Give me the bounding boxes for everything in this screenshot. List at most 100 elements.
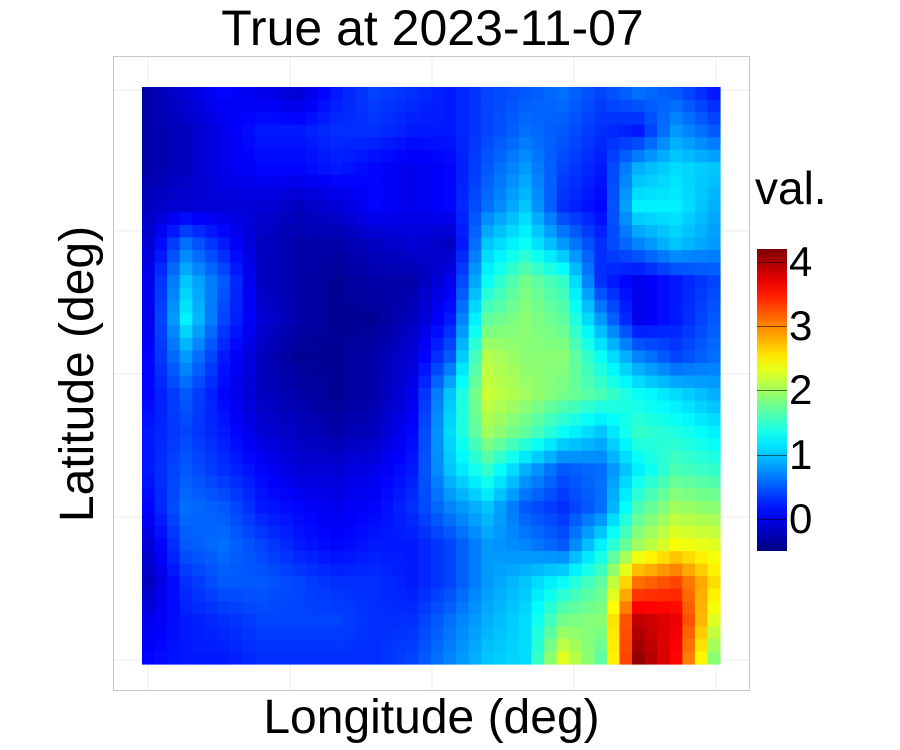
heatmap-cell	[594, 400, 608, 414]
heatmap-cell	[242, 112, 256, 126]
colorbar-tick-mark	[757, 390, 787, 392]
heatmap-cell	[255, 262, 269, 276]
heatmap-cell	[368, 551, 382, 565]
heatmap-cell	[468, 613, 482, 627]
heatmap-cell	[443, 124, 457, 138]
heatmap-cell	[317, 400, 332, 414]
heatmap-cell	[217, 174, 231, 188]
heatmap-cell	[368, 337, 382, 352]
heatmap-cell	[518, 651, 533, 665]
heatmap-cell	[569, 250, 583, 264]
heatmap-cell	[456, 287, 470, 301]
heatmap-cell	[468, 250, 482, 264]
heatmap-cell	[506, 174, 520, 188]
heatmap-cell	[518, 149, 533, 163]
heatmap-cell	[142, 312, 156, 326]
heatmap-cell	[556, 413, 570, 427]
heatmap-cell	[531, 112, 545, 126]
heatmap-cell	[167, 375, 181, 389]
heatmap-cell	[204, 275, 218, 289]
heatmap-cell	[694, 237, 709, 251]
heatmap-cell	[569, 112, 583, 126]
heatmap-cell	[657, 500, 671, 515]
heatmap-cell	[544, 613, 558, 627]
heatmap-cell	[355, 199, 369, 214]
heatmap-cell	[694, 99, 709, 113]
heatmap-cell	[481, 526, 495, 540]
heatmap-cell	[255, 488, 269, 502]
heatmap-cell	[267, 337, 281, 352]
heatmap-cell	[380, 513, 394, 527]
heatmap-cell	[217, 613, 231, 627]
heatmap-cell	[179, 362, 193, 377]
heatmap-cell	[518, 224, 533, 239]
heatmap-cell	[694, 250, 709, 264]
heatmap-cell	[380, 488, 394, 502]
heatmap-cell	[669, 588, 683, 602]
heatmap-cell	[657, 262, 671, 276]
heatmap-cell	[581, 300, 595, 314]
heatmap-cell	[179, 224, 193, 239]
heatmap-cell	[393, 275, 407, 289]
heatmap-cell	[368, 601, 382, 615]
heatmap-cell	[280, 551, 294, 565]
heatmap-cell	[632, 601, 646, 615]
heatmap-cell	[619, 300, 633, 314]
heatmap-cell	[468, 350, 482, 364]
heatmap-cell	[619, 551, 633, 565]
heatmap-cell	[179, 375, 193, 389]
heatmap-cell	[393, 325, 407, 339]
heatmap-cell	[142, 149, 156, 163]
heatmap-cell	[594, 350, 608, 364]
heatmap-cell	[204, 99, 218, 113]
heatmap-cell	[305, 187, 319, 201]
heatmap-cell	[192, 375, 206, 389]
heatmap-cell	[556, 375, 570, 389]
heatmap-cell	[707, 187, 721, 201]
heatmap-cell	[456, 250, 470, 264]
heatmap-cell	[569, 475, 583, 489]
heatmap-cell	[154, 613, 168, 627]
heatmap-cell	[632, 576, 646, 590]
heatmap-cell	[355, 275, 369, 289]
heatmap-cell	[644, 187, 658, 201]
heatmap-cell	[694, 638, 709, 653]
heatmap-cell	[594, 275, 608, 289]
heatmap-cell	[167, 362, 181, 377]
heatmap-cell	[380, 638, 394, 653]
heatmap-cell	[606, 488, 621, 502]
heatmap-cell	[405, 212, 420, 226]
heatmap-cell	[581, 375, 595, 389]
heatmap-cell	[217, 475, 231, 489]
heatmap-cell	[179, 551, 193, 565]
heatmap-cell	[431, 187, 445, 201]
heatmap-cell	[380, 551, 394, 565]
heatmap-cell	[431, 538, 445, 552]
heatmap-cell	[368, 275, 382, 289]
heatmap-cell	[456, 275, 470, 289]
heatmap-cell	[506, 312, 520, 326]
heatmap-cell	[518, 450, 533, 464]
heatmap-cell	[154, 475, 168, 489]
heatmap-cell	[167, 199, 181, 214]
heatmap-cell	[217, 576, 231, 590]
heatmap-cell	[142, 212, 156, 226]
heatmap-cell	[393, 337, 407, 352]
heatmap-cell	[255, 250, 269, 264]
heatmap-cell	[632, 375, 646, 389]
heatmap-cell	[669, 626, 683, 640]
heatmap-cell	[380, 112, 394, 126]
heatmap-cell	[343, 563, 357, 577]
heatmap-cell	[594, 237, 608, 251]
heatmap-cell	[481, 99, 495, 113]
heatmap-cell	[229, 350, 244, 364]
heatmap-cell	[556, 438, 570, 452]
heatmap-cell	[669, 400, 683, 414]
heatmap-cell	[619, 563, 633, 577]
heatmap-cell	[355, 212, 369, 226]
heatmap-cell	[544, 337, 558, 352]
heatmap-cell	[317, 475, 332, 489]
heatmap-cell	[368, 199, 382, 214]
heatmap-cell	[544, 149, 558, 163]
heatmap-cell	[556, 187, 570, 201]
